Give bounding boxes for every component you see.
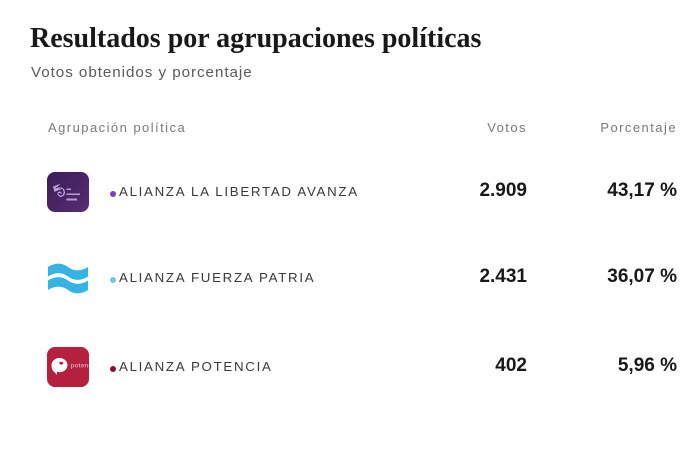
svg-text:potencia: potencia — [71, 362, 90, 369]
